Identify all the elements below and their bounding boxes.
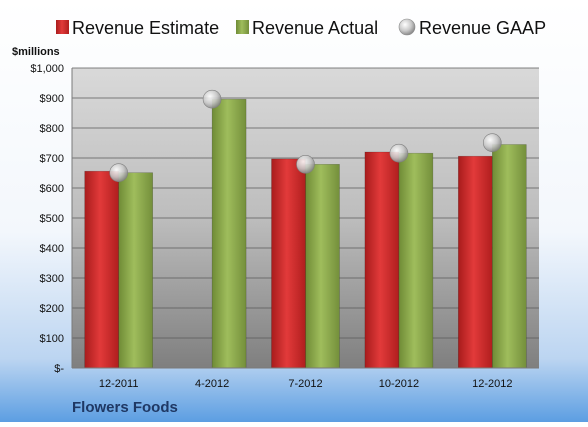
x-tick-label: 12-2011 <box>99 378 139 390</box>
y-axis: $- $100 $200 $300 $400 $500 $600 $700 $800 $900 $1… <box>30 63 73 375</box>
legend-label-gaap: Revenue GAAP <box>419 18 546 38</box>
y-tick-label: $200 <box>40 303 64 315</box>
legend-swatch-actual <box>236 20 249 34</box>
x-tick-label: 12-2012 <box>472 378 512 390</box>
bar-estimate <box>84 170 119 369</box>
y-tick-label: $100 <box>40 333 64 345</box>
bar-actual <box>491 144 527 369</box>
legend-marker-gaap <box>398 18 416 36</box>
bar-estimate <box>457 155 493 369</box>
gaap-marker <box>389 143 409 163</box>
gaap-marker <box>202 89 222 109</box>
company-label: Flowers Foods <box>72 399 178 416</box>
bar-actual <box>211 98 247 369</box>
y-tick-label: $500 <box>40 213 64 225</box>
gaap-marker <box>482 133 502 152</box>
gaap-markers <box>109 89 502 182</box>
bar-actual <box>305 164 340 369</box>
bar-estimate <box>271 158 306 369</box>
y-tick-label: $900 <box>40 93 64 105</box>
legend-swatch-estimate <box>56 20 69 34</box>
unit-label: $millions <box>12 46 60 58</box>
x-tick-label: 4-2012 <box>195 378 229 390</box>
y-tick-label: $- <box>54 363 64 375</box>
bar-actual <box>118 172 153 369</box>
y-tick-label: $300 <box>40 273 64 285</box>
y-tick-label: $400 <box>40 243 64 255</box>
bars <box>84 98 527 369</box>
y-tick-label: $600 <box>40 183 64 195</box>
bar-actual <box>398 152 434 369</box>
x-axis: 12-2011 4-2012 7-2012 10-2012 12-2012 <box>72 367 539 390</box>
legend: Revenue Estimate Revenue Actual Revenue … <box>56 18 546 38</box>
gaap-marker <box>109 163 128 182</box>
gaap-marker <box>296 155 315 174</box>
bar-estimate <box>364 151 400 369</box>
y-tick-label: $700 <box>40 153 64 165</box>
legend-label-estimate: Revenue Estimate <box>72 18 219 38</box>
legend-label-actual: Revenue Actual <box>252 18 378 38</box>
y-tick-label: $800 <box>40 123 64 135</box>
y-tick-label: $1,000 <box>30 63 64 75</box>
x-tick-label: 10-2012 <box>379 378 419 390</box>
x-tick-label: 7-2012 <box>288 378 322 390</box>
